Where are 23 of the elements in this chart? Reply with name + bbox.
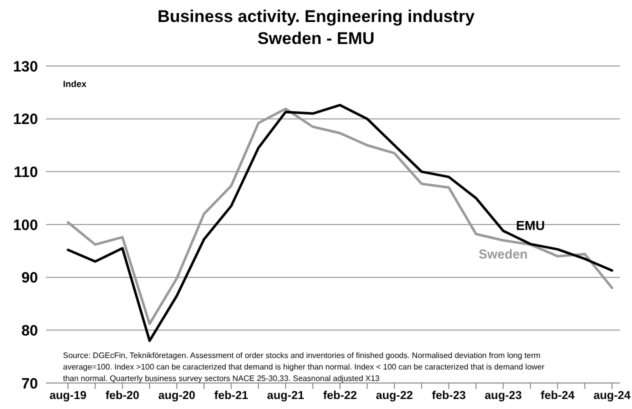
y-tick-label: 70: [21, 375, 38, 392]
x-tick-label: aug-19: [49, 390, 87, 402]
x-tick-label: aug-21: [267, 390, 305, 402]
chart-title: Business activity. Engineering industry Sweden - EMU: [157, 7, 476, 48]
x-tick-label: aug-22: [376, 390, 413, 402]
x-tick-label: aug-23: [484, 390, 522, 402]
x-tick-label: feb-22: [323, 390, 357, 402]
series-label: EMU: [516, 218, 545, 234]
x-tick-label: feb-23: [432, 390, 466, 402]
x-tick-label: feb-21: [214, 390, 249, 402]
x-tick-label: aug-20: [158, 390, 196, 402]
y-tick-label: 100: [12, 216, 38, 234]
x-tick-label: feb-24: [540, 390, 576, 402]
x-tick-label: feb-20: [105, 390, 140, 402]
y-tick-label: 120: [12, 111, 38, 128]
annotation: Source: DGEcFin, Teknikföretagen. Assessment of order stocks and inventories of finished goods. Normalised deviation from long term average=100. Index >100 can be caracterized that demand is higher than normal. Index < 100 can be caracterized that is demand lower than normal. Quarterly business survey sectors NACE 25-30,33. Seasnonal adjusted X13: [63, 351, 545, 383]
y-tick-label: 130: [12, 58, 38, 76]
y-tick-label: 80: [21, 322, 38, 340]
series-label: Sweden: [478, 246, 528, 262]
y-tick-label: 110: [14, 164, 38, 181]
x-tick-label: aug-24: [593, 390, 632, 402]
y-tick-label: 90: [21, 270, 38, 287]
y-axis-title: Index: [63, 79, 87, 89]
